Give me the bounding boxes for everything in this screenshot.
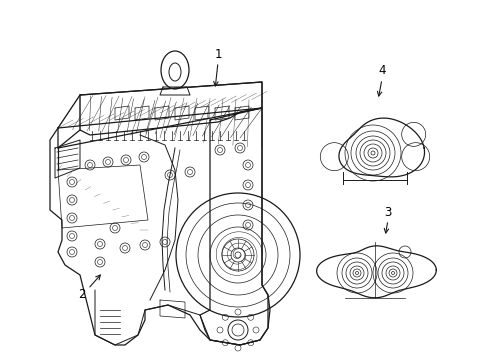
Text: 3: 3 <box>384 206 392 219</box>
Text: 4: 4 <box>378 63 386 77</box>
Text: 1: 1 <box>214 49 222 62</box>
Text: 2: 2 <box>78 288 86 302</box>
